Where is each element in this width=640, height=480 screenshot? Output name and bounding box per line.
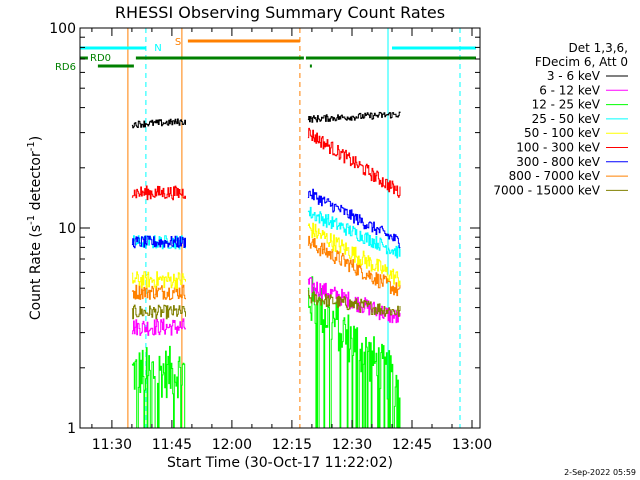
x-tick-label-3: 12:15 [272, 437, 312, 453]
series-line-5-segment-1 [307, 127, 401, 198]
y-tick-label-0: 1 [67, 421, 76, 437]
legend-label-3: 25 - 50 keV [532, 112, 601, 126]
plot-area: N S RD0 RD6 [55, 28, 476, 429]
y-tick-label-1: 10 [58, 221, 76, 237]
legend-label-4: 50 - 100 keV [524, 126, 601, 140]
x-tick-label-5: 12:45 [392, 437, 432, 453]
series-line-6-segment-0 [131, 235, 186, 249]
y-tick-label-2: 100 [49, 21, 76, 37]
series-line-5-segment-0 [131, 185, 186, 201]
series-line-0-segment-0 [131, 118, 186, 129]
series-line-4-segment-0 [131, 271, 186, 289]
legend-label-2: 12 - 25 keV [532, 98, 601, 112]
y-axis-label-close: ) [28, 136, 44, 141]
legend-header-line-2: FDecim 6, Att 0 [535, 55, 628, 69]
series-line-4-segment-1 [307, 222, 401, 287]
series-line-7-segment-1 [307, 235, 401, 297]
flag-label-s: S [175, 37, 181, 48]
y-axis-label: Count Rate (s-1 detector-1) [26, 136, 44, 320]
series-line-1-segment-0 [131, 318, 186, 336]
x-tick-label-0: 11:30 [92, 437, 132, 453]
series-line-2-segment-1 [307, 276, 401, 429]
y-axis-label-sup2: -1 [26, 141, 37, 151]
y-axis-label-sup1: -1 [26, 215, 37, 225]
x-tick-label-4: 12:30 [332, 437, 372, 453]
series-line-0-segment-1 [307, 111, 401, 123]
series-line-8-segment-1 [307, 290, 401, 317]
chart-title: RHESSI Observing Summary Count Rates [115, 3, 445, 22]
y-axis-label-mid: detector [28, 151, 44, 215]
x-axis-ticks: 11:30 11:45 12:00 12:15 12:30 12:45 13:00 [91, 28, 492, 453]
legend-label-0: 3 - 6 keV [547, 69, 601, 83]
legend-label-8: 7000 - 15000 keV [493, 183, 600, 197]
y-axis-ticks: 1 10 100 [49, 21, 480, 437]
flag-label-n: N [154, 43, 161, 54]
flag-label-rd0: RD0 [90, 53, 111, 64]
legend-label-6: 300 - 800 keV [516, 155, 600, 169]
series-line-2-segment-0 [131, 345, 186, 429]
series-line-3-segment-1 [307, 206, 401, 259]
x-tick-label-1: 11:45 [152, 437, 192, 453]
legend-label-1: 6 - 12 keV [539, 83, 601, 97]
x-tick-label-2: 12:00 [212, 437, 252, 453]
series-line-8-segment-0 [131, 304, 186, 320]
legend-label-7: 800 - 7000 keV [509, 169, 601, 183]
y-axis-label-main: Count Rate (s [28, 225, 44, 320]
legend-header-line-1: Det 1,3,6, [569, 41, 629, 55]
x-tick-label-6: 13:00 [452, 437, 492, 453]
legend-label-5: 100 - 300 keV [516, 141, 600, 155]
flag-label-rd6: RD6 [55, 62, 76, 73]
x-axis-label: Start Time (30-Oct-17 11:22:02) [167, 455, 393, 471]
footer-date: 2-Sep-2022 05:59 [564, 468, 636, 477]
series-line-7-segment-0 [131, 284, 186, 301]
axes: 11:30 11:45 12:00 12:15 12:30 12:45 13:00 1101… [49, 21, 492, 453]
series-line-6-segment-1 [307, 188, 401, 249]
